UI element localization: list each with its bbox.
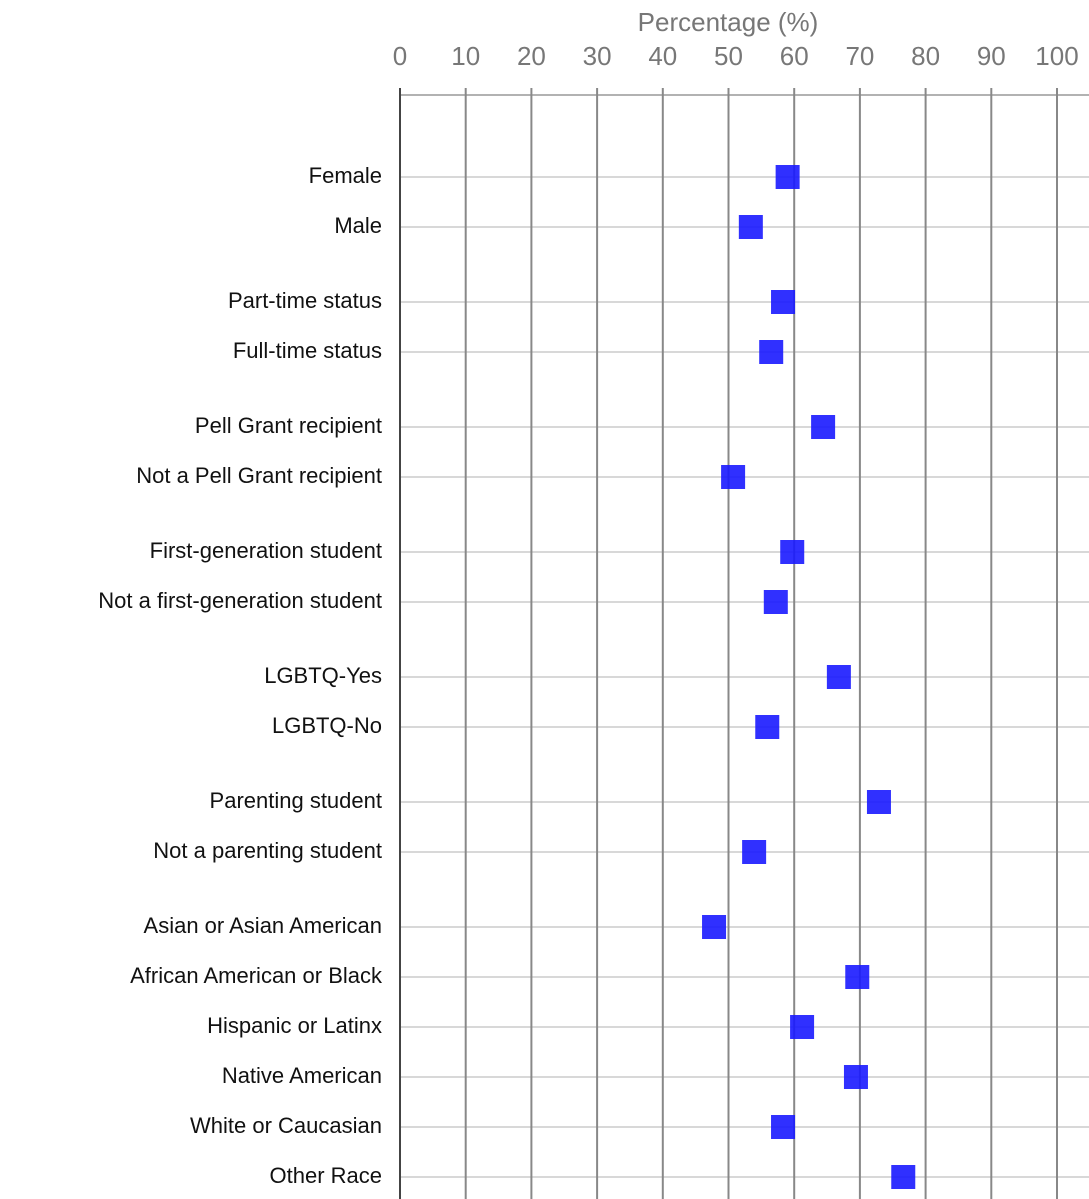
dot xyxy=(845,965,870,989)
category-label: Native American xyxy=(222,1063,382,1088)
category-label: Not a parenting student xyxy=(153,838,382,863)
category-label: Other Race xyxy=(270,1163,383,1188)
x-tick-label: 20 xyxy=(517,41,546,71)
category-label: LGBTQ-No xyxy=(272,713,382,738)
x-tick-label: 60 xyxy=(780,41,809,71)
x-tick-label: 70 xyxy=(845,41,874,71)
dot xyxy=(811,415,836,439)
dot xyxy=(843,1065,868,1089)
x-tick-label: 80 xyxy=(911,41,940,71)
category-label: Hispanic or Latinx xyxy=(207,1013,382,1038)
category-label: Not a first-generation student xyxy=(98,588,382,613)
dot xyxy=(826,665,851,689)
category-label: Not a Pell Grant recipient xyxy=(136,463,382,488)
dot xyxy=(702,915,727,939)
dot xyxy=(738,215,763,239)
category-label: Male xyxy=(334,213,382,238)
dot xyxy=(866,790,891,814)
x-tick-label: 90 xyxy=(977,41,1006,71)
x-tick-label: 100 xyxy=(1035,41,1078,71)
dot xyxy=(790,1015,815,1039)
dot xyxy=(755,715,780,739)
category-label: White or Caucasian xyxy=(190,1113,382,1138)
dot xyxy=(759,340,784,364)
dot xyxy=(771,290,796,314)
axis-title: Percentage (%) xyxy=(638,7,819,37)
category-label: First-generation student xyxy=(150,538,382,563)
x-tick-label: 30 xyxy=(583,41,612,71)
dot xyxy=(771,1115,796,1139)
category-label: Full-time status xyxy=(233,338,382,363)
x-tick-label: 40 xyxy=(648,41,677,71)
category-label: Part-time status xyxy=(228,288,382,313)
x-tick-label: 50 xyxy=(714,41,743,71)
category-label: African American or Black xyxy=(130,963,383,988)
dot xyxy=(775,165,800,189)
dot xyxy=(763,590,788,614)
dot xyxy=(721,465,746,489)
dot xyxy=(891,1165,916,1189)
x-tick-label: 0 xyxy=(393,41,407,71)
category-label: Pell Grant recipient xyxy=(195,413,382,438)
category-label: LGBTQ-Yes xyxy=(264,663,382,688)
dot xyxy=(742,840,767,864)
dot xyxy=(780,540,805,564)
category-label: Asian or Asian American xyxy=(144,913,382,938)
category-label: Female xyxy=(309,163,382,188)
category-label: Parenting student xyxy=(210,788,382,813)
x-tick-label: 10 xyxy=(451,41,480,71)
